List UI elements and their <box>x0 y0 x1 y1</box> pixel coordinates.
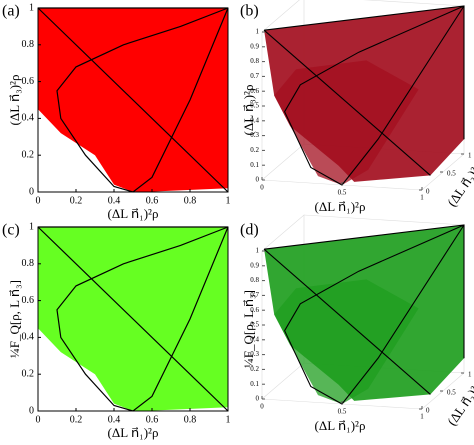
y-tick-label: 0 <box>426 407 430 415</box>
x-axis-label: (ΔL n⃗₁)²ρ <box>315 418 366 433</box>
z-tick-label: 0.6 <box>250 87 259 95</box>
z-tick-label: 0.8 <box>250 276 259 284</box>
boundary-line <box>263 29 431 176</box>
x-tick-label: 0 <box>36 195 41 206</box>
z-tick-label: 0.3 <box>250 131 259 139</box>
z-tick-label: 0.7 <box>250 291 259 299</box>
boundary-line <box>37 226 229 412</box>
x-tick-label: 0.4 <box>108 195 121 206</box>
z-tick-label: 1 <box>256 247 260 255</box>
z-tick-label: 0.7 <box>250 72 259 80</box>
x-axis-label: (ΔL n⃗₁)²ρ <box>315 199 366 214</box>
y-tick-label: 0.2 <box>22 368 35 379</box>
boundary-curve <box>283 5 465 186</box>
x-tick-label: 0.5 <box>338 408 347 416</box>
y-axis-label: (ΔL n⃗₂)²ρ <box>444 159 474 209</box>
y-tick-label: 1 <box>29 221 34 232</box>
z-tick-label: 0 <box>256 395 260 403</box>
boundary-line <box>263 248 431 395</box>
y-tick-label: 0.4 <box>22 332 35 343</box>
y-tick-label: 0.2 <box>22 149 35 160</box>
y-tick-label: 1 <box>468 371 472 379</box>
z-tick-label: 1 <box>256 28 260 36</box>
z-tick-label: 0.2 <box>250 146 259 154</box>
z-tick-label: 0.5 <box>250 102 259 110</box>
x-tick-label: 0.8 <box>184 414 197 425</box>
boundary-curve <box>56 226 229 412</box>
y-tick-label: 0 <box>29 405 34 416</box>
y-axis-label: ¼F_Q[ρ, L n⃗₃] <box>7 280 22 358</box>
z-tick-label: 0.8 <box>250 57 259 65</box>
x-tick-label: 1 <box>420 413 424 421</box>
y-tick-label: 0.8 <box>22 39 35 50</box>
z-tick-label: 0.3 <box>250 350 259 358</box>
y-tick-label: 0.5 <box>447 170 456 178</box>
x-tick-label: 0 <box>260 184 264 192</box>
z-tick-label: 0.1 <box>250 380 259 388</box>
x-tick-label: 0 <box>36 414 41 425</box>
z-axis-label: ¼F_Q[ρ, L n⃗₃] <box>241 290 256 368</box>
panel-label: (d) <box>240 222 259 239</box>
x-tick-label: 0.6 <box>146 195 159 206</box>
z-axis-label: (ΔL n⃗₃)²ρ <box>241 85 256 136</box>
x-tick-label: 1 <box>420 194 424 202</box>
axes-box <box>37 7 229 193</box>
z-tick-label: 0.6 <box>250 306 259 314</box>
x-axis-label: (ΔL n⃗₁)²ρ <box>108 425 159 440</box>
x-tick-label: 1 <box>226 195 231 206</box>
surface-front <box>274 279 419 404</box>
y-tick-label: 0 <box>29 186 34 197</box>
x-tick-label: 0.6 <box>146 414 159 425</box>
z-tick-label: 0.9 <box>250 261 259 269</box>
axes-box <box>37 226 229 412</box>
z-tick-label: 0 <box>256 176 260 184</box>
y-tick-label: 0.6 <box>22 76 35 87</box>
boundary-line <box>37 7 229 193</box>
panel-label: (a) <box>2 3 20 20</box>
z-tick-label: 0.2 <box>250 365 259 373</box>
y-tick-label: 0.6 <box>22 295 35 306</box>
z-tick-label: 0.4 <box>250 116 259 124</box>
boundary-curve <box>283 224 465 405</box>
x-axis-label: (ΔL n⃗₁)²ρ <box>108 206 159 221</box>
y-tick-label: 0.4 <box>22 113 35 124</box>
y-axis-label: (ΔL n⃗₂)²ρ <box>444 378 474 428</box>
x-tick-label: 0 <box>260 403 264 411</box>
z-tick-label: 0.5 <box>250 321 259 329</box>
y-tick-label: 1 <box>468 152 472 160</box>
x-tick-label: 1 <box>226 414 231 425</box>
x-tick-label: 0.5 <box>338 189 347 197</box>
z-tick-label: 0.9 <box>250 42 259 50</box>
z-tick-label: 0.1 <box>250 161 259 169</box>
x-tick-label: 0.4 <box>108 414 121 425</box>
y-tick-label: 0.5 <box>447 389 456 397</box>
y-tick-label: 0.8 <box>22 258 35 269</box>
z-tick-label: 0.4 <box>250 335 259 343</box>
panel-label: (b) <box>240 3 259 20</box>
x-tick-label: 0.2 <box>70 414 83 425</box>
x-tick-label: 0.2 <box>70 195 83 206</box>
y-axis-label: (ΔL n⃗₃)²ρ <box>7 75 22 126</box>
panel-label: (c) <box>2 222 20 239</box>
boundary-curve <box>56 7 229 193</box>
x-tick-label: 0.8 <box>184 195 197 206</box>
y-tick-label: 0 <box>426 188 430 196</box>
y-tick-label: 1 <box>29 2 34 13</box>
surface-front <box>274 60 419 185</box>
